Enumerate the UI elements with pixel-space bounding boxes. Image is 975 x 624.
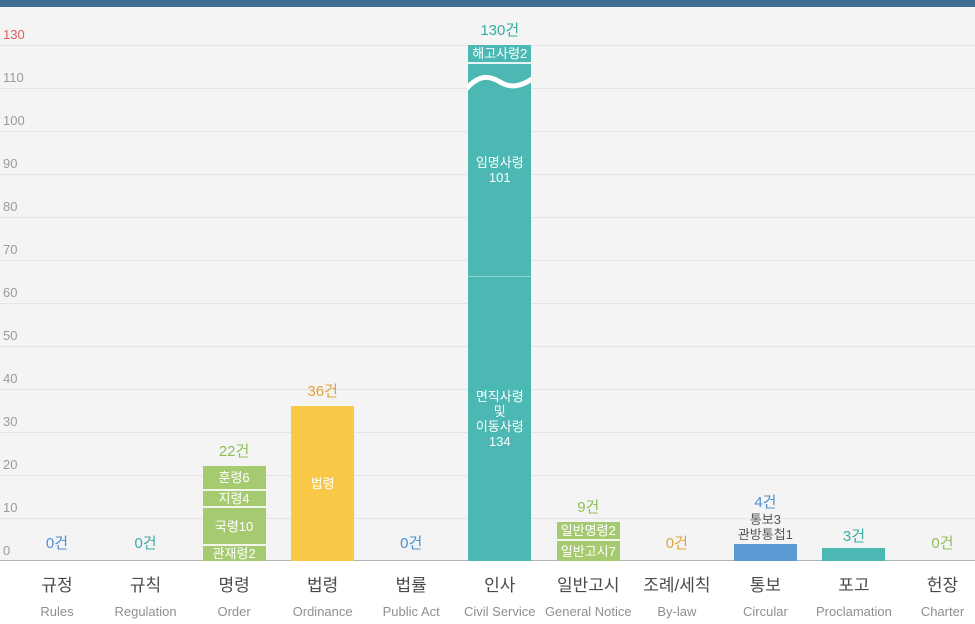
bar-order-segment-3[interactable]: 관재령2 bbox=[202, 543, 266, 561]
bar-civil-service-segment-1-label: 101 bbox=[488, 170, 511, 186]
bar-public-act-total: 0건 bbox=[400, 535, 423, 552]
bar-civil-service-segment-1-label: 임명사령 bbox=[475, 155, 524, 171]
y-tick-label: 10 bbox=[3, 500, 18, 515]
bar-order-segment-2-label: 국령10 bbox=[214, 518, 254, 534]
bar-general-notice[interactable]: 일반명령2 일반고시7 bbox=[556, 522, 620, 561]
bar-ordinance[interactable]: 법령 bbox=[291, 406, 355, 561]
bar-ordinance-segment-0[interactable]: 법령 bbox=[291, 406, 354, 561]
y-tick-label: 40 bbox=[3, 371, 18, 386]
bar-order-segment-2[interactable]: 국령10 bbox=[202, 506, 266, 544]
x-label-en-proclamation: Proclamation bbox=[816, 604, 892, 619]
bar-ordinance-segment-0-label: 법령 bbox=[310, 476, 335, 492]
bar-order-segment-3-label: 관재령2 bbox=[212, 545, 256, 561]
bar-proclamation-total: 3건 bbox=[842, 528, 866, 546]
bar-civil-service-segment-2-label: 및 bbox=[493, 404, 506, 420]
bar-general-notice-segment-0-label: 일반명령2 bbox=[560, 523, 616, 539]
bar-order-segment-1-label: 지령4 bbox=[218, 491, 250, 507]
y-tick-label: 50 bbox=[3, 328, 18, 343]
bar-rules-total: 0건 bbox=[45, 535, 69, 552]
axis-break-wave bbox=[464, 71, 535, 100]
x-label-regulation: 규칙 bbox=[129, 576, 162, 595]
bar-order-total: 22건 bbox=[218, 443, 250, 461]
bar-circular-above-label-0: 통보3 bbox=[749, 511, 781, 527]
x-label-en-charter: Charter bbox=[920, 604, 965, 619]
y-tick-label: 20 bbox=[3, 457, 18, 472]
bar-civil-service-segment-0[interactable]: 해고사령2 bbox=[468, 45, 531, 62]
x-label-proclamation: 포고 bbox=[838, 576, 870, 595]
bar-order[interactable]: 훈령6 지령4 국령10 관재령2 bbox=[202, 466, 266, 561]
header-accent-bar bbox=[0, 0, 975, 7]
y-tick-label: 100 bbox=[3, 113, 25, 128]
bar-by-law-total: 0건 bbox=[665, 535, 688, 552]
bar-charter-total: 0건 bbox=[931, 535, 954, 552]
bar-order-segment-0[interactable]: 훈령6 bbox=[203, 466, 266, 489]
y-tick-label: 80 bbox=[3, 199, 18, 214]
bar-circular-total: 4건 bbox=[754, 493, 777, 511]
bar-general-notice-segment-0[interactable]: 일반명령2 bbox=[557, 522, 620, 539]
x-label-charter: 헌장 bbox=[926, 576, 959, 595]
bar-general-notice-segment-1[interactable]: 일반고시7 bbox=[556, 539, 620, 561]
x-label-en-circular: Circular bbox=[742, 604, 788, 619]
x-label-en-ordinance: Ordinance bbox=[292, 604, 353, 619]
y-tick-label: 0 bbox=[3, 543, 11, 558]
x-label-by-law: 조례/세칙 bbox=[643, 576, 711, 595]
y-tick-label: 90 bbox=[3, 156, 18, 171]
x-label-ordinance: 법령 bbox=[307, 576, 339, 595]
y-tick-label: 30 bbox=[3, 414, 18, 429]
x-label-general-notice: 일반고시 bbox=[557, 576, 620, 595]
bar-circular[interactable] bbox=[733, 543, 797, 561]
x-label-en-general-notice: General Notice bbox=[544, 604, 632, 619]
x-label-en-civil-service: Civil Service bbox=[463, 604, 536, 619]
bar-civil-service[interactable]: 해고사령2 임명사령 101 면직사령 및 이동사령 134 bbox=[464, 45, 535, 561]
y-tick-label: 130 bbox=[3, 27, 25, 42]
x-label-en-order: Order bbox=[217, 604, 251, 619]
x-label-en-public-act: Public Act bbox=[382, 604, 440, 619]
bar-proclamation[interactable] bbox=[822, 548, 886, 561]
bar-civil-service-segment-1[interactable]: 임명사령 101 bbox=[468, 62, 532, 276]
bar-civil-service-total: 130건 bbox=[480, 22, 520, 39]
y-tick-label: 110 bbox=[3, 70, 24, 85]
x-label-civil-service: 인사 bbox=[484, 576, 516, 595]
bar-civil-service-segment-2-label: 134 bbox=[488, 434, 511, 450]
x-label-rules: 규정 bbox=[41, 576, 73, 595]
y-tick-label: 60 bbox=[3, 285, 18, 300]
bar-civil-service-segment-0-label: 해고사령2 bbox=[472, 46, 528, 61]
bar-civil-service-segment-2[interactable]: 면직사령 및 이동사령 134 bbox=[468, 276, 532, 561]
x-label-circular: 통보 bbox=[749, 576, 782, 595]
bar-general-notice-total: 9건 bbox=[577, 499, 600, 517]
x-label-en-regulation: Regulation bbox=[114, 604, 177, 619]
x-label-en-rules: Rules bbox=[40, 604, 74, 619]
bar-general-notice-segment-1-label: 일반고시7 bbox=[560, 543, 616, 559]
y-tick-label: 70 bbox=[3, 242, 18, 257]
x-label-order: 명령 bbox=[218, 576, 250, 595]
bar-regulation-total: 0건 bbox=[134, 535, 157, 552]
x-label-en-by-law: By-law bbox=[657, 604, 697, 619]
bar-ordinance-total: 36건 bbox=[307, 383, 338, 401]
bar-civil-service-segment-2-label: 이동사령 bbox=[475, 419, 524, 435]
bar-circular-above-label-1: 관방통첩1 bbox=[737, 526, 793, 542]
bar-order-segment-1[interactable]: 지령4 bbox=[202, 489, 266, 507]
x-label-public-act: 법률 bbox=[395, 576, 427, 595]
plot-area: 0 10 20 30 40 50 60 70 80 90 100 110 130 0건 0건 훈령6 지령4 국령… bbox=[0, 0, 975, 561]
bar-civil-service-segment-2-label: 면직사령 bbox=[475, 389, 524, 405]
bar-circular-labels: 4건 통보3 관방통첩1 bbox=[710, 494, 820, 542]
bar-order-segment-0-label: 훈령6 bbox=[218, 470, 250, 486]
